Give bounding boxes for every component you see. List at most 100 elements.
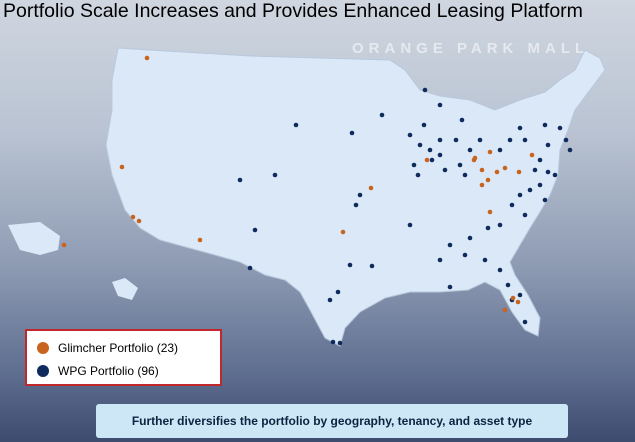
legend-item: WPG Portfolio (96)	[37, 364, 159, 378]
location-dot	[427, 147, 433, 153]
location-dot	[515, 299, 521, 305]
location-dot	[479, 182, 485, 188]
location-dot	[421, 122, 427, 128]
location-dot	[485, 225, 491, 231]
location-dot	[353, 202, 359, 208]
location-dot	[516, 169, 522, 175]
location-dot	[453, 137, 459, 143]
location-dot	[411, 162, 417, 168]
location-dot	[517, 292, 523, 298]
location-dot	[368, 185, 374, 191]
location-dot	[497, 147, 503, 153]
location-dot	[467, 235, 473, 241]
location-dot	[357, 192, 363, 198]
location-dot	[369, 263, 375, 269]
location-dot	[487, 209, 493, 215]
location-dot	[497, 267, 503, 273]
location-dot	[459, 117, 465, 123]
location-dot	[522, 319, 528, 325]
location-dot	[347, 262, 353, 268]
legend-swatch	[37, 342, 49, 354]
location-dot	[527, 187, 533, 193]
location-dot	[293, 122, 299, 128]
location-dot	[197, 237, 203, 243]
location-dot	[552, 172, 558, 178]
location-dot	[479, 167, 485, 173]
location-dot	[407, 222, 413, 228]
location-dot	[447, 284, 453, 290]
location-dot	[517, 125, 523, 131]
location-dot	[563, 137, 569, 143]
legend-label: Glimcher Portfolio (23)	[58, 341, 179, 355]
location-dot	[462, 172, 468, 178]
location-dot	[477, 137, 483, 143]
location-dot	[462, 252, 468, 258]
us-outline	[105, 47, 606, 347]
location-dot	[542, 122, 548, 128]
location-dot	[522, 137, 528, 143]
location-dot	[437, 137, 443, 143]
location-dot	[379, 112, 385, 118]
location-dot	[494, 169, 500, 175]
location-dot	[330, 339, 336, 345]
location-dot	[457, 162, 463, 168]
location-dot	[136, 218, 142, 224]
location-dot	[502, 307, 508, 313]
location-dot	[119, 164, 125, 170]
location-dot	[529, 152, 535, 158]
location-dot	[497, 222, 503, 228]
location-dot	[437, 257, 443, 263]
location-dot	[144, 55, 150, 61]
background-sign: ORANGE PARK MALL	[352, 40, 590, 57]
title: Portfolio Scale Increases and Provides E…	[3, 0, 583, 22]
location-dot	[437, 152, 443, 158]
location-dot	[272, 172, 278, 178]
alaska	[8, 222, 60, 255]
location-dot	[327, 297, 333, 303]
location-dot	[567, 147, 573, 153]
location-dot	[537, 157, 543, 163]
legend: Glimcher Portfolio (23) WPG Portfolio (9…	[25, 329, 222, 386]
location-dot	[485, 177, 491, 183]
location-dot	[415, 172, 421, 178]
location-dot	[505, 282, 511, 288]
location-dot	[507, 137, 513, 143]
location-dot	[517, 192, 523, 198]
location-dot	[471, 157, 477, 163]
legend-label: WPG Portfolio (96)	[58, 364, 159, 378]
legend-item: Glimcher Portfolio (23)	[37, 341, 178, 355]
location-dot	[502, 165, 508, 171]
location-dot	[247, 265, 253, 271]
location-dot	[482, 257, 488, 263]
location-dot	[407, 132, 413, 138]
location-dot	[424, 157, 430, 163]
location-dot	[542, 197, 548, 203]
location-dot	[437, 102, 443, 108]
location-dot	[337, 340, 343, 346]
location-dot	[429, 157, 435, 163]
location-dot	[522, 212, 528, 218]
location-dot	[237, 177, 243, 183]
location-dot	[349, 130, 355, 136]
location-dot	[442, 167, 448, 173]
location-dot	[417, 142, 423, 148]
location-dot	[509, 202, 515, 208]
location-dot	[545, 169, 551, 175]
location-dot	[447, 242, 453, 248]
location-dot	[510, 295, 516, 301]
legend-swatch	[37, 365, 49, 377]
location-dot	[487, 149, 493, 155]
location-dot	[537, 182, 543, 188]
hawaii	[112, 278, 138, 300]
location-dot	[340, 229, 346, 235]
location-dot	[130, 214, 136, 220]
location-dot	[557, 125, 563, 131]
location-dot	[532, 167, 538, 173]
footer-banner: Further diversifies the portfolio by geo…	[96, 404, 568, 438]
location-dot	[252, 227, 258, 233]
location-dot	[61, 242, 67, 248]
location-dot	[422, 87, 428, 93]
location-dot	[545, 142, 551, 148]
